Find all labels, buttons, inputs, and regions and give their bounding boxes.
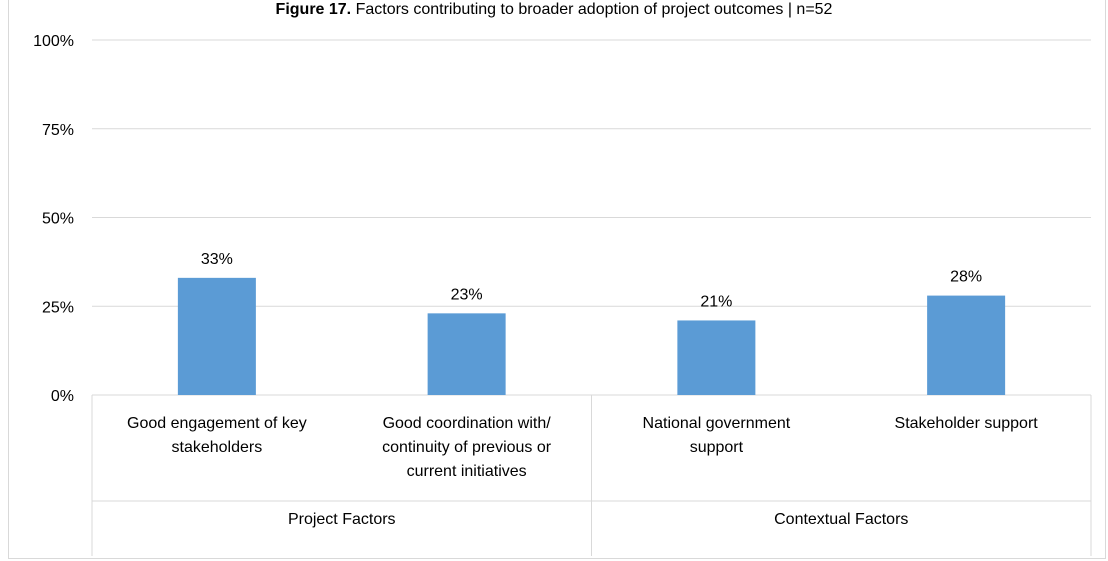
category-label: Good coordination with/ <box>383 415 552 432</box>
data-label: 21% <box>700 293 732 310</box>
category-label: current initiatives <box>407 463 527 480</box>
group-label: Contextual Factors <box>774 511 908 528</box>
chart-frame <box>8 0 1106 559</box>
y-tick-label: 75% <box>42 122 74 139</box>
data-label: 28% <box>950 269 982 286</box>
bar <box>177 277 256 395</box>
y-tick-label: 100% <box>33 33 74 50</box>
data-label: 23% <box>451 286 483 303</box>
category-label: National government <box>643 415 791 432</box>
group-label: Project Factors <box>288 511 396 528</box>
category-label: continuity of previous or <box>382 439 552 456</box>
chart-title-label: Figure 17. <box>276 1 352 18</box>
y-tick-label: 50% <box>42 211 74 228</box>
category-label: Good engagement of key <box>127 415 307 432</box>
chart-title: Figure 17. Factors contributing to broad… <box>276 1 833 18</box>
chart-title-text: Factors contributing to broader adoption… <box>351 1 832 18</box>
y-tick-label: 25% <box>42 299 74 316</box>
bar <box>427 313 506 395</box>
category-label: support <box>690 439 744 456</box>
category-label: stakeholders <box>172 439 263 456</box>
category-label: Stakeholder support <box>895 415 1039 432</box>
bar <box>927 295 1006 395</box>
bar <box>677 320 756 395</box>
data-label: 33% <box>201 251 233 268</box>
y-tick-label: 0% <box>51 388 74 405</box>
